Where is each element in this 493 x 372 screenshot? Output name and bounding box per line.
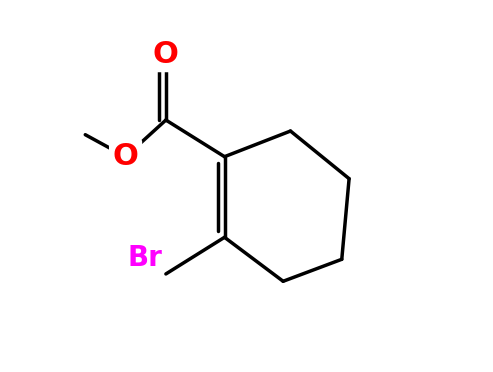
Text: Br: Br (127, 244, 162, 272)
Text: O: O (153, 39, 179, 68)
Text: O: O (112, 142, 139, 171)
